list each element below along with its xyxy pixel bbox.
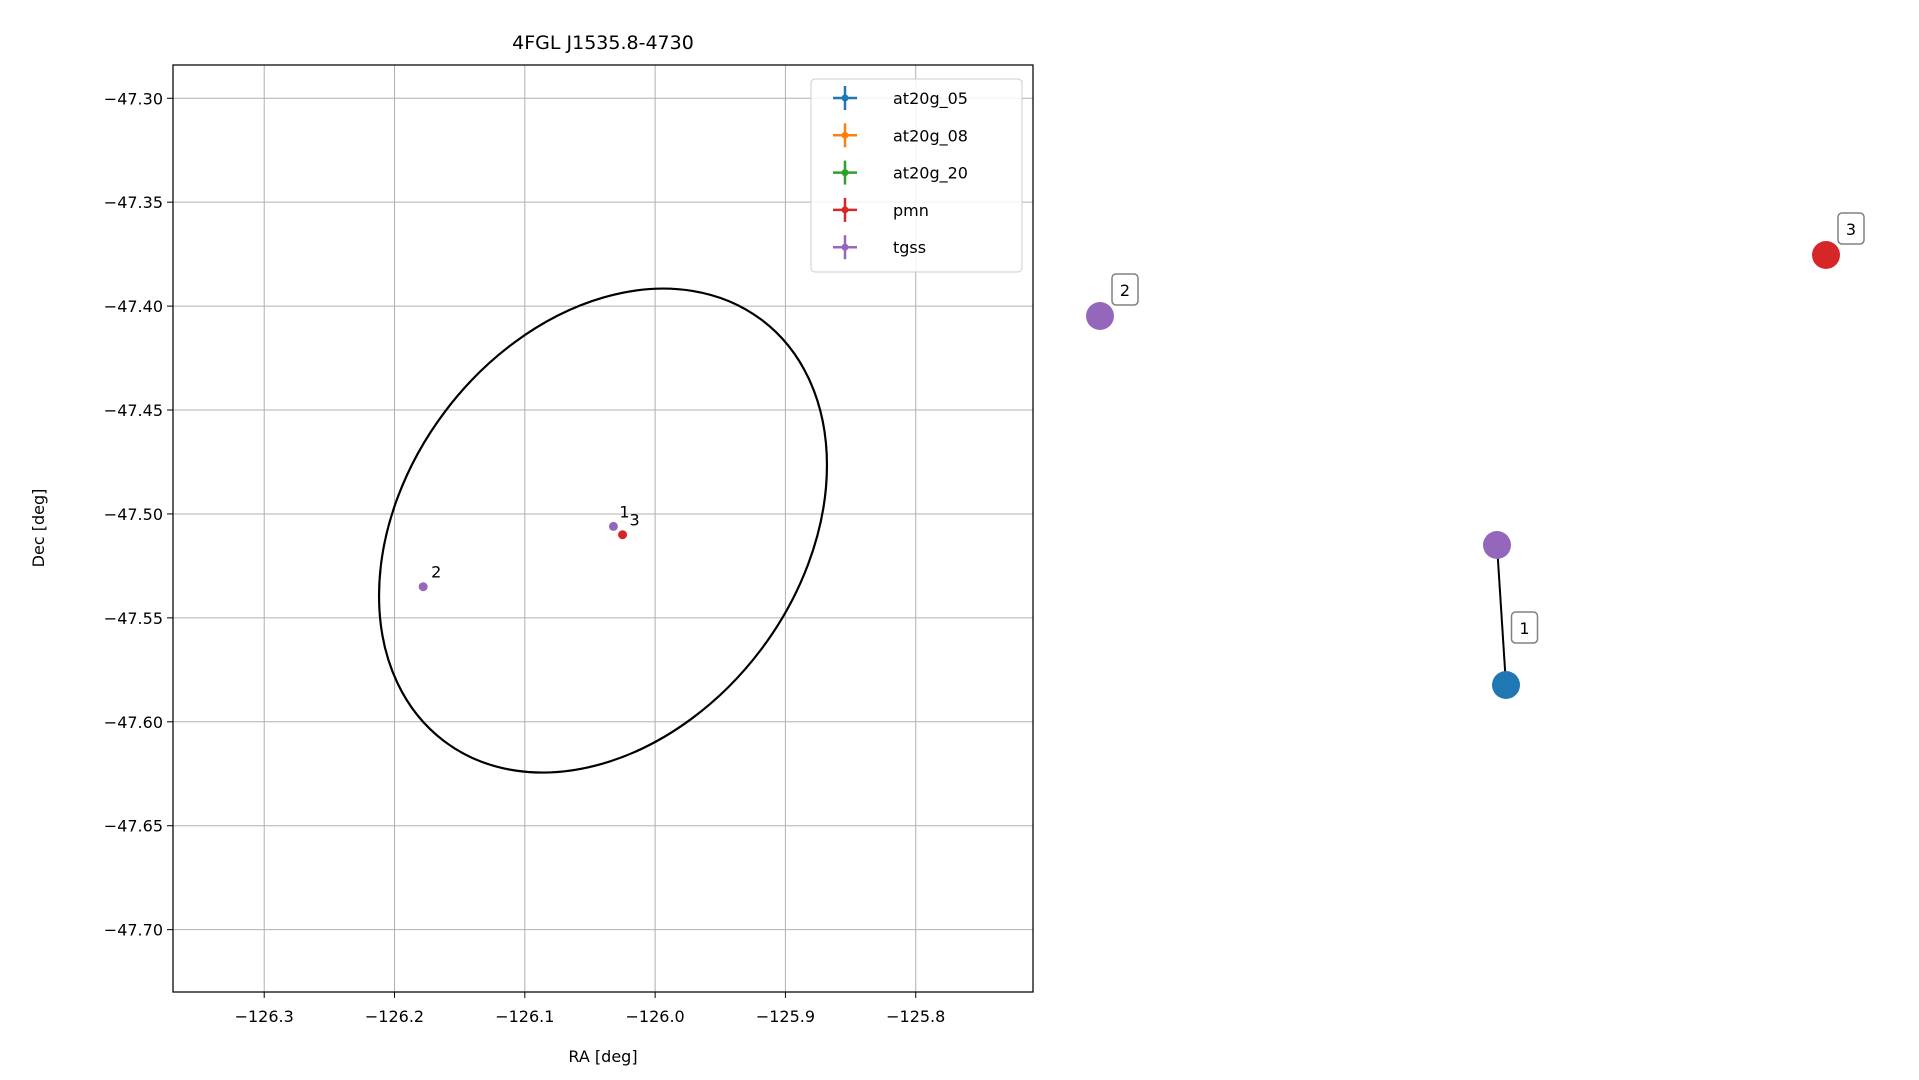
y-tick-label: −47.45 xyxy=(104,401,163,420)
legend-entry-label: at20g_05 xyxy=(893,89,968,109)
point-label: 2 xyxy=(431,563,441,582)
x-tick-label: −126.3 xyxy=(235,1007,294,1026)
legend-entry-label: at20g_20 xyxy=(893,164,968,184)
point-label: 3 xyxy=(630,511,640,530)
y-tick-label: −47.65 xyxy=(104,817,163,836)
diagram-node xyxy=(1812,241,1840,269)
y-tick-label: −47.30 xyxy=(104,89,163,108)
y-tick-label: −47.70 xyxy=(104,921,163,940)
edge-label-box xyxy=(1510,611,1539,644)
legend-marker-dot xyxy=(841,243,849,251)
legend-box xyxy=(810,78,1023,273)
legend-marker-dot xyxy=(841,131,849,139)
legend-entry-label: pmn xyxy=(893,201,929,220)
diagram-node xyxy=(1086,302,1114,330)
y-tick-label: −47.55 xyxy=(104,609,163,628)
x-axis-label: RA [deg] xyxy=(568,1047,637,1066)
node-label-box xyxy=(1111,273,1139,306)
data-point-pmn xyxy=(618,530,628,540)
data-point-tgss xyxy=(418,582,428,592)
error-ellipse xyxy=(377,287,829,774)
association-edge xyxy=(1496,544,1507,686)
y-tick-label: −47.40 xyxy=(104,297,163,316)
node-label: 3 xyxy=(1846,220,1856,239)
node-label: 2 xyxy=(1120,281,1130,300)
legend-marker-dot xyxy=(841,169,849,177)
legend-entry-label: at20g_08 xyxy=(893,126,968,146)
error-ellipse-layer xyxy=(377,287,829,774)
legend-marker-dot xyxy=(841,206,849,214)
y-axis-label: Dec [deg] xyxy=(29,489,48,568)
x-tick-label: −125.9 xyxy=(756,1007,815,1026)
points-layer: 31 2 xyxy=(418,502,640,592)
diagram-node xyxy=(1492,671,1520,699)
y-tick-label: −47.50 xyxy=(104,505,163,524)
ticks-layer: −126.3 −126.2 −126.1 −126.0 −125.9 −125.8 −47.… xyxy=(104,89,946,1026)
diagram-node xyxy=(1483,531,1511,559)
x-tick-label: −126.2 xyxy=(365,1007,424,1026)
x-tick-label: −125.8 xyxy=(886,1007,945,1026)
edge-label: 1 xyxy=(1519,619,1529,638)
x-tick-label: −126.0 xyxy=(626,1007,685,1026)
data-point-tgss xyxy=(608,521,618,531)
association-diagram: 1 2 3 xyxy=(1086,212,1865,699)
legend-marker-dot xyxy=(841,94,849,102)
axes-frame xyxy=(172,64,1034,993)
x-tick-label: −126.1 xyxy=(495,1007,554,1026)
point-label: 1 xyxy=(619,502,629,521)
y-tick-label: −47.35 xyxy=(104,193,163,212)
node-label-box xyxy=(1837,212,1865,245)
y-tick-label: −47.60 xyxy=(104,713,163,732)
legend-entry-label: tgss xyxy=(893,238,926,257)
chart-title: 4FGL J1535.8-4730 xyxy=(512,32,694,54)
